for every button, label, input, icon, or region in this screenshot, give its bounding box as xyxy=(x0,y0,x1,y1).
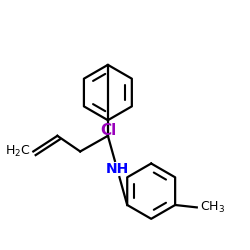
Text: H$_2$C: H$_2$C xyxy=(5,144,31,159)
Text: Cl: Cl xyxy=(100,122,116,138)
Text: CH$_3$: CH$_3$ xyxy=(200,200,226,215)
Text: NH: NH xyxy=(106,162,129,176)
